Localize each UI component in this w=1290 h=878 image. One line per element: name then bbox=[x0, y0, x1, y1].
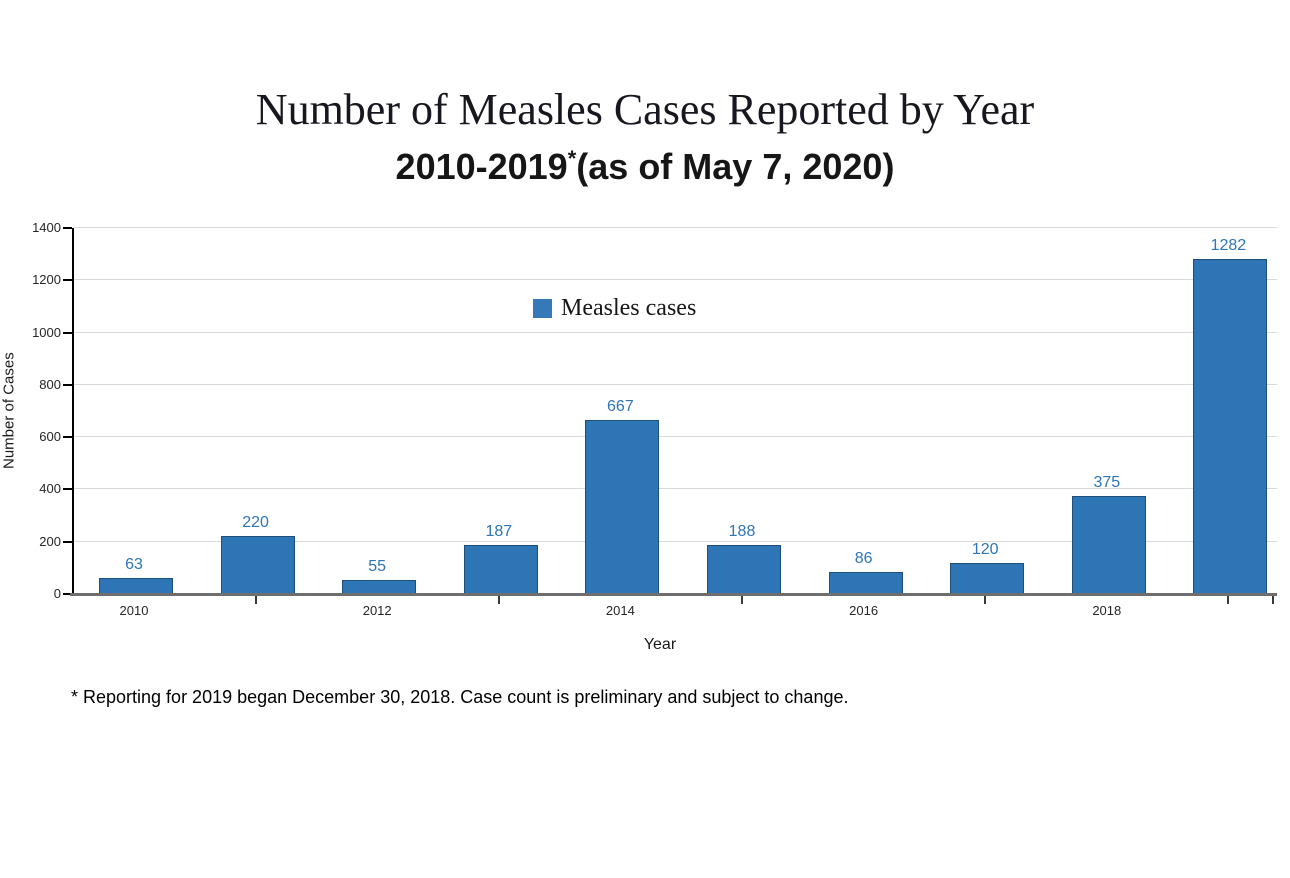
bar-2010 bbox=[99, 577, 173, 594]
bar-value-label-2017: 120 bbox=[971, 540, 999, 558]
bar-value-label-2010: 63 bbox=[125, 555, 143, 573]
x-axis-title: Year bbox=[643, 636, 677, 653]
gridline-y-200 bbox=[74, 540, 1277, 542]
x-tick-2017 bbox=[984, 596, 987, 604]
bar-2015 bbox=[707, 544, 781, 594]
bar-value-label-2011: 220 bbox=[242, 514, 269, 532]
y-tick-1400 bbox=[63, 227, 72, 229]
legend: Measles cases bbox=[533, 295, 696, 322]
gridline-y-800 bbox=[74, 383, 1277, 385]
x-tick-2013 bbox=[497, 596, 500, 604]
x-tick-label-2010: 2010 bbox=[119, 603, 149, 618]
y-tick-label-1000: 1000 bbox=[32, 324, 61, 340]
bar-value-label-2013: 187 bbox=[485, 523, 513, 541]
bar-value-label-2018: 375 bbox=[1093, 473, 1121, 491]
x-tick-label-2014: 2014 bbox=[605, 603, 635, 618]
bar-2019 bbox=[1193, 258, 1268, 594]
y-tick-1200 bbox=[63, 279, 72, 282]
bar-value-label-2012: 55 bbox=[368, 557, 387, 575]
x-tick-2011 bbox=[254, 596, 257, 604]
y-tick-label-0: 0 bbox=[53, 586, 61, 601]
bar-2018 bbox=[1071, 495, 1146, 594]
y-tick-label-400: 400 bbox=[39, 481, 61, 497]
x-tick-label-2016: 2016 bbox=[849, 603, 879, 618]
bar-2012 bbox=[342, 579, 417, 594]
chart-title-year-range: 2010-2019 bbox=[395, 146, 568, 187]
y-tick-0 bbox=[63, 593, 72, 595]
bar-value-label-2015: 188 bbox=[728, 522, 756, 540]
bar-value-label-2019: 1282 bbox=[1210, 236, 1247, 254]
bar-value-label-2014: 667 bbox=[607, 397, 634, 415]
x-axis-line bbox=[70, 593, 1277, 596]
y-tick-1000 bbox=[63, 331, 72, 334]
chart-title-asof-date: (as of May 7, 2020) bbox=[576, 146, 895, 187]
bar-2011 bbox=[220, 536, 295, 594]
gridline-y-1000 bbox=[74, 331, 1277, 333]
bar-2014 bbox=[585, 419, 660, 594]
bar-value-label-2016: 86 bbox=[854, 549, 873, 567]
gridline-y-1200 bbox=[74, 279, 1277, 281]
x-tick-axis-end bbox=[1272, 596, 1274, 604]
footnote: * Reporting for 2019 began December 30, … bbox=[71, 687, 849, 707]
gridline-y-1400 bbox=[74, 227, 1277, 228]
x-tick-2015 bbox=[741, 596, 743, 604]
x-tick-label-2018: 2018 bbox=[1092, 603, 1122, 618]
y-tick-600 bbox=[63, 436, 72, 439]
chart-title-line1: Number of Measles Cases Reported by Year bbox=[255, 85, 1035, 134]
chart-title-line2: 2010-2019*(as of May 7, 2020) bbox=[0, 146, 1290, 188]
bar-2013 bbox=[463, 545, 538, 594]
y-tick-400 bbox=[63, 488, 72, 491]
y-tick-200 bbox=[63, 540, 72, 543]
y-tick-800 bbox=[63, 383, 72, 386]
y-tick-label-800: 800 bbox=[39, 376, 61, 392]
x-tick-label-2012: 2012 bbox=[362, 603, 392, 618]
legend-label: Measles cases bbox=[561, 295, 697, 321]
gridline-y-600 bbox=[74, 436, 1277, 438]
bar-2017 bbox=[950, 562, 1025, 594]
x-tick-2019 bbox=[1227, 596, 1230, 604]
y-tick-label-200: 200 bbox=[39, 533, 61, 549]
y-tick-label-600: 600 bbox=[39, 429, 61, 445]
plot-area bbox=[72, 227, 1277, 594]
title-asterisk: * bbox=[567, 146, 577, 171]
y-tick-label-1200: 1200 bbox=[32, 272, 61, 288]
y-tick-label-1400: 1400 bbox=[32, 220, 61, 235]
gridline-y-400 bbox=[74, 488, 1277, 490]
bar-2016 bbox=[828, 571, 903, 594]
legend-swatch-measles-cases bbox=[533, 299, 552, 318]
